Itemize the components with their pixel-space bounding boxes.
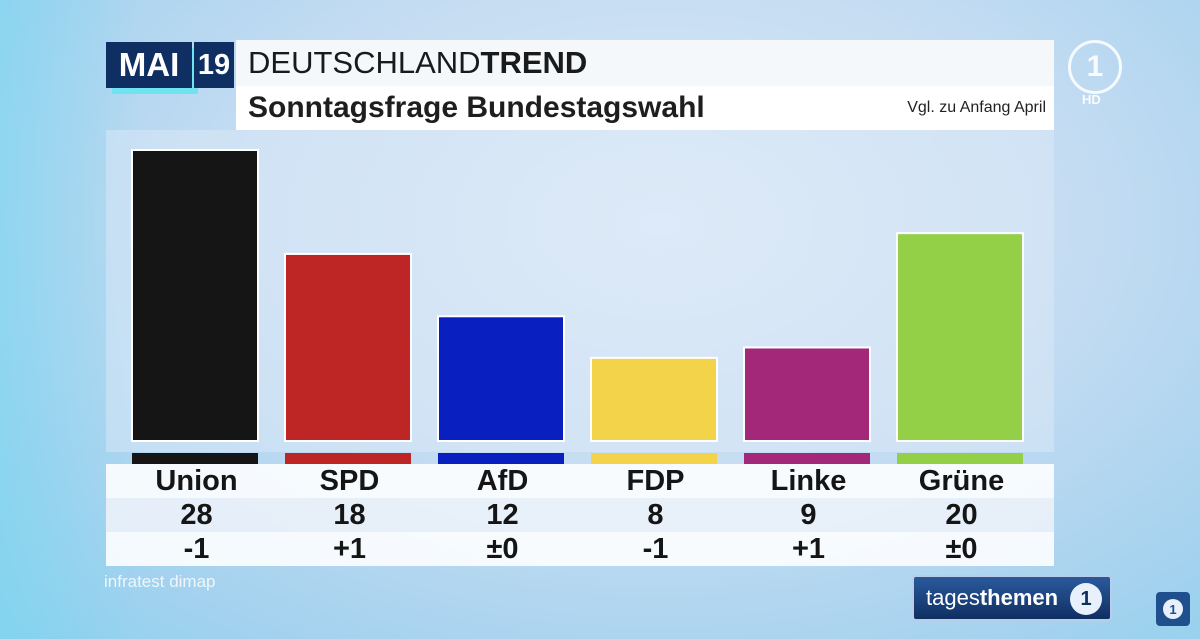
- tagesthemen-badge: tages themen 1: [912, 575, 1112, 621]
- comparison-note: Vgl. zu Anfang April: [907, 99, 1046, 116]
- hd-label: HD: [1082, 92, 1101, 107]
- change-label-spd: +1: [332, 533, 367, 565]
- bar-union: [131, 149, 259, 442]
- change-label-linke: +1: [791, 533, 826, 565]
- change-row: -1 +1 ±0 -1 +1 ±0: [106, 532, 1054, 566]
- bar-gruene: [896, 232, 1024, 442]
- change-label-gruene: ±0: [945, 533, 978, 565]
- value-label-gruene: 20: [945, 499, 978, 531]
- month-badge: MAI: [106, 42, 192, 88]
- brand-bold: TREND: [480, 45, 588, 80]
- change-label-afd: ±0: [486, 533, 519, 565]
- change-label-union: -1: [183, 533, 210, 565]
- ard-one-icon: 1: [1163, 599, 1183, 619]
- ard-one-icon: 1: [1070, 583, 1102, 615]
- bar-fdp: [590, 356, 718, 443]
- party-label-gruene: Grüne: [918, 465, 1005, 497]
- color-strip-afd: [438, 453, 564, 464]
- day-badge: 19: [194, 42, 234, 88]
- bar-afd: [437, 315, 565, 442]
- brand-header: DEUTSCHLAND TREND: [236, 40, 1054, 86]
- party-label-linke: Linke: [770, 465, 847, 497]
- percentage-row: 28 18 12 8 9 20: [106, 498, 1054, 532]
- party-label-fdp: FDP: [626, 465, 685, 497]
- bar-linke: [743, 346, 871, 443]
- party-label-union: Union: [155, 465, 238, 497]
- value-label-linke: 9: [800, 499, 817, 531]
- change-label-fdp: -1: [642, 533, 669, 565]
- source-credit: infratest dimap: [104, 572, 216, 591]
- show-name-bold: themen: [979, 585, 1059, 610]
- party-label-spd: SPD: [319, 465, 380, 497]
- subtitle-bar: Sonntagsfrage Bundestagswahl Vgl. zu Anf…: [236, 86, 1054, 130]
- value-label-afd: 12: [486, 499, 519, 531]
- chart-title: Sonntagsfrage Bundestagswahl: [248, 91, 705, 124]
- value-label-spd: 18: [333, 499, 366, 531]
- color-strip-fdp: [591, 453, 717, 464]
- party-name-row: Union SPD AfD FDP Linke Grüne: [106, 464, 1054, 498]
- value-label-union: 28: [180, 499, 213, 531]
- color-strip-spd: [285, 453, 411, 464]
- color-strip-gruene: [897, 453, 1023, 464]
- brand-light: DEUTSCHLAND: [248, 45, 481, 80]
- party-label-afd: AfD: [476, 465, 529, 497]
- ard-logo: 1 HD: [1068, 40, 1128, 108]
- channel-icon: 1: [1156, 592, 1190, 626]
- value-label-fdp: 8: [647, 499, 664, 531]
- ard-one-icon: 1: [1068, 40, 1122, 94]
- color-strip-linke: [744, 453, 870, 464]
- color-strip-union: [132, 453, 258, 464]
- show-name-light: tages: [926, 585, 980, 610]
- bar-spd: [284, 252, 412, 442]
